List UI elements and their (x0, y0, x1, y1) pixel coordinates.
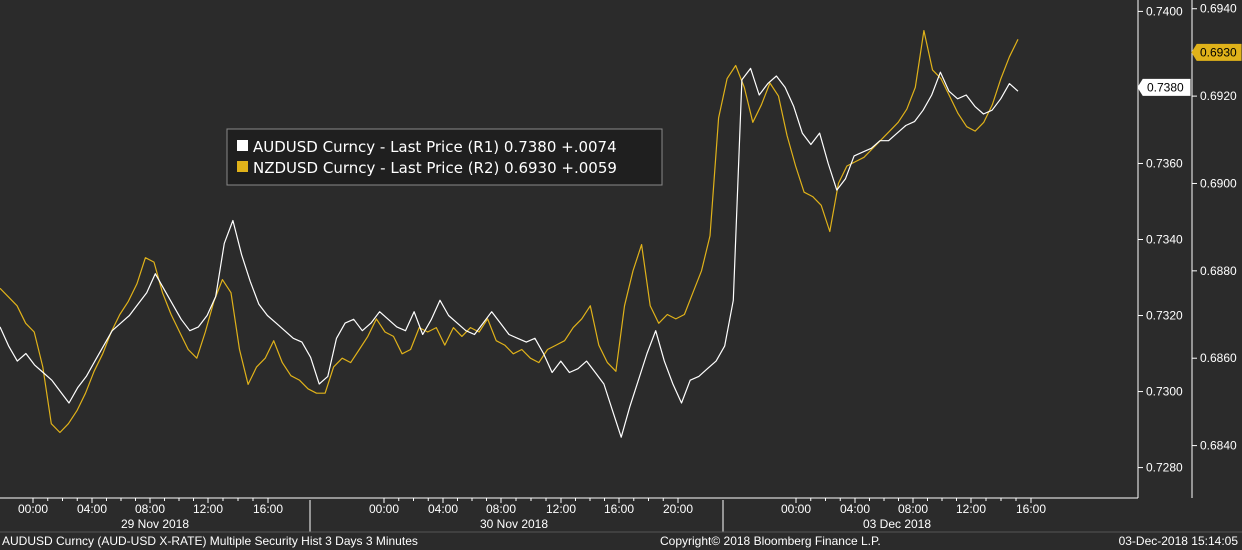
y1-tick-label: 0.7300 (1146, 385, 1183, 399)
y1-tick-label: 0.7400 (1146, 4, 1183, 18)
footer-timestamp: 03-Dec-2018 15:14:05 (1119, 534, 1239, 548)
x-tick-label: 12:00 (193, 502, 223, 516)
nzdusd-last-value-text: 0.6930 (1200, 45, 1237, 59)
x-date-label: 03 Dec 2018 (863, 517, 931, 531)
footer-left-text: AUDUSD Curncy (AUD-USD X-RATE) Multiple … (2, 534, 418, 548)
x-tick-label: 04:00 (77, 502, 107, 516)
y2-tick-label: 0.6940 (1200, 2, 1237, 16)
y1-tick-label: 0.7280 (1146, 461, 1183, 475)
footer-copyright: Copyright© 2018 Bloomberg Finance L.P. (660, 534, 881, 548)
legend-box (226, 128, 663, 186)
x-tick-label: 16:00 (604, 502, 634, 516)
x-tick-label: 00:00 (18, 502, 48, 516)
x-tick-label: 00:00 (781, 502, 811, 516)
y2-tick-label: 0.6920 (1200, 89, 1237, 103)
y1-tick-label: 0.7360 (1146, 156, 1183, 170)
x-tick-label: 04:00 (840, 502, 870, 516)
nzdusd-last-value-tag: 0.6930 (1191, 43, 1242, 61)
audusd-last-value-text: 0.7380 (1147, 80, 1184, 94)
x-tick-label: 16:00 (253, 502, 283, 516)
x-date-label: 30 Nov 2018 (480, 517, 548, 531)
legend: AUDUSD Curncy - Last Price (R1) 0.7380 +… (226, 128, 663, 186)
nzdusd-legend-label: NZDUSD Curncy - Last Price (R2) 0.6930 +… (253, 159, 617, 177)
x-tick-label: 20:00 (663, 502, 693, 516)
y1-axis-ticks: 0.7400 0.7380 0.7360 0.7340 0.7320 0.7300 0.72… (1138, 4, 1183, 475)
y2-tick-label: 0.6900 (1200, 176, 1237, 190)
y2-tick-label: 0.6860 (1200, 351, 1237, 365)
nzdusd-series-line (0, 30, 1019, 434)
audusd-series-line (0, 67, 1019, 438)
y2-tick-label: 0.6840 (1200, 439, 1237, 453)
x-tick-label: 04:00 (428, 502, 458, 516)
x-axis-ticks: 00:00 04:00 08:00 12:00 16:00 00:00 04:00 08:00… (18, 498, 1046, 516)
y1-tick-label: 0.7320 (1146, 309, 1183, 323)
x-axis-date-labels: 29 Nov 2018 30 Nov 2018 03 Dec 2018 (121, 517, 931, 531)
audusd-last-value-tag: 0.7380 (1137, 78, 1191, 96)
audusd-legend-label: AUDUSD Curncy - Last Price (R1) 0.7380 +… (253, 138, 617, 156)
x-tick-label: 12:00 (956, 502, 986, 516)
nzdusd-legend-swatch (237, 161, 248, 172)
audusd-legend-swatch (237, 140, 248, 151)
y2-tick-label: 0.6880 (1200, 264, 1237, 278)
x-tick-label: 16:00 (1016, 502, 1046, 516)
x-tick-label: 00:00 (369, 502, 399, 516)
x-tick-label: 08:00 (486, 502, 516, 516)
x-date-label: 29 Nov 2018 (121, 517, 189, 531)
y2-axis-ticks: 0.6940 0.6920 0.6900 0.6880 0.6860 0.6840 (1192, 2, 1237, 453)
x-tick-label: 08:00 (135, 502, 165, 516)
x-tick-label: 08:00 (898, 502, 928, 516)
y1-tick-label: 0.7340 (1146, 232, 1183, 246)
x-tick-label: 12:00 (546, 502, 576, 516)
